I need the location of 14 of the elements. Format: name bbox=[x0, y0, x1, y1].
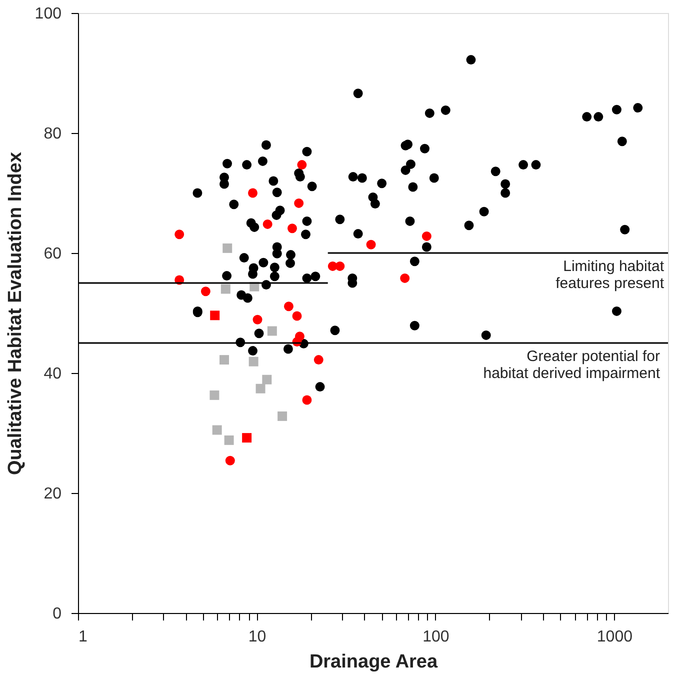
x-axis-title: Drainage Area bbox=[309, 652, 438, 672]
y-tick-label: 20 bbox=[44, 486, 62, 502]
x-tick-label: 1000 bbox=[596, 628, 633, 646]
annotation: Limiting habitat features present bbox=[556, 258, 665, 292]
y-tick-label: 80 bbox=[44, 126, 62, 142]
ref-line-label: Greater potential for habitat derived impairment bbox=[483, 348, 661, 382]
x-tick-label: 1 bbox=[78, 628, 88, 646]
y-tick-label: 0 bbox=[52, 606, 62, 622]
y-tick-label: 40 bbox=[44, 366, 62, 382]
y-tick-label: 60 bbox=[44, 246, 62, 262]
y-axis-title: Qualitative Habitat Evaluation Index bbox=[4, 152, 26, 476]
y-tick-label: 100 bbox=[34, 6, 62, 22]
x-tick-label: 10 bbox=[248, 628, 266, 646]
x-tick-label: 100 bbox=[422, 628, 450, 646]
